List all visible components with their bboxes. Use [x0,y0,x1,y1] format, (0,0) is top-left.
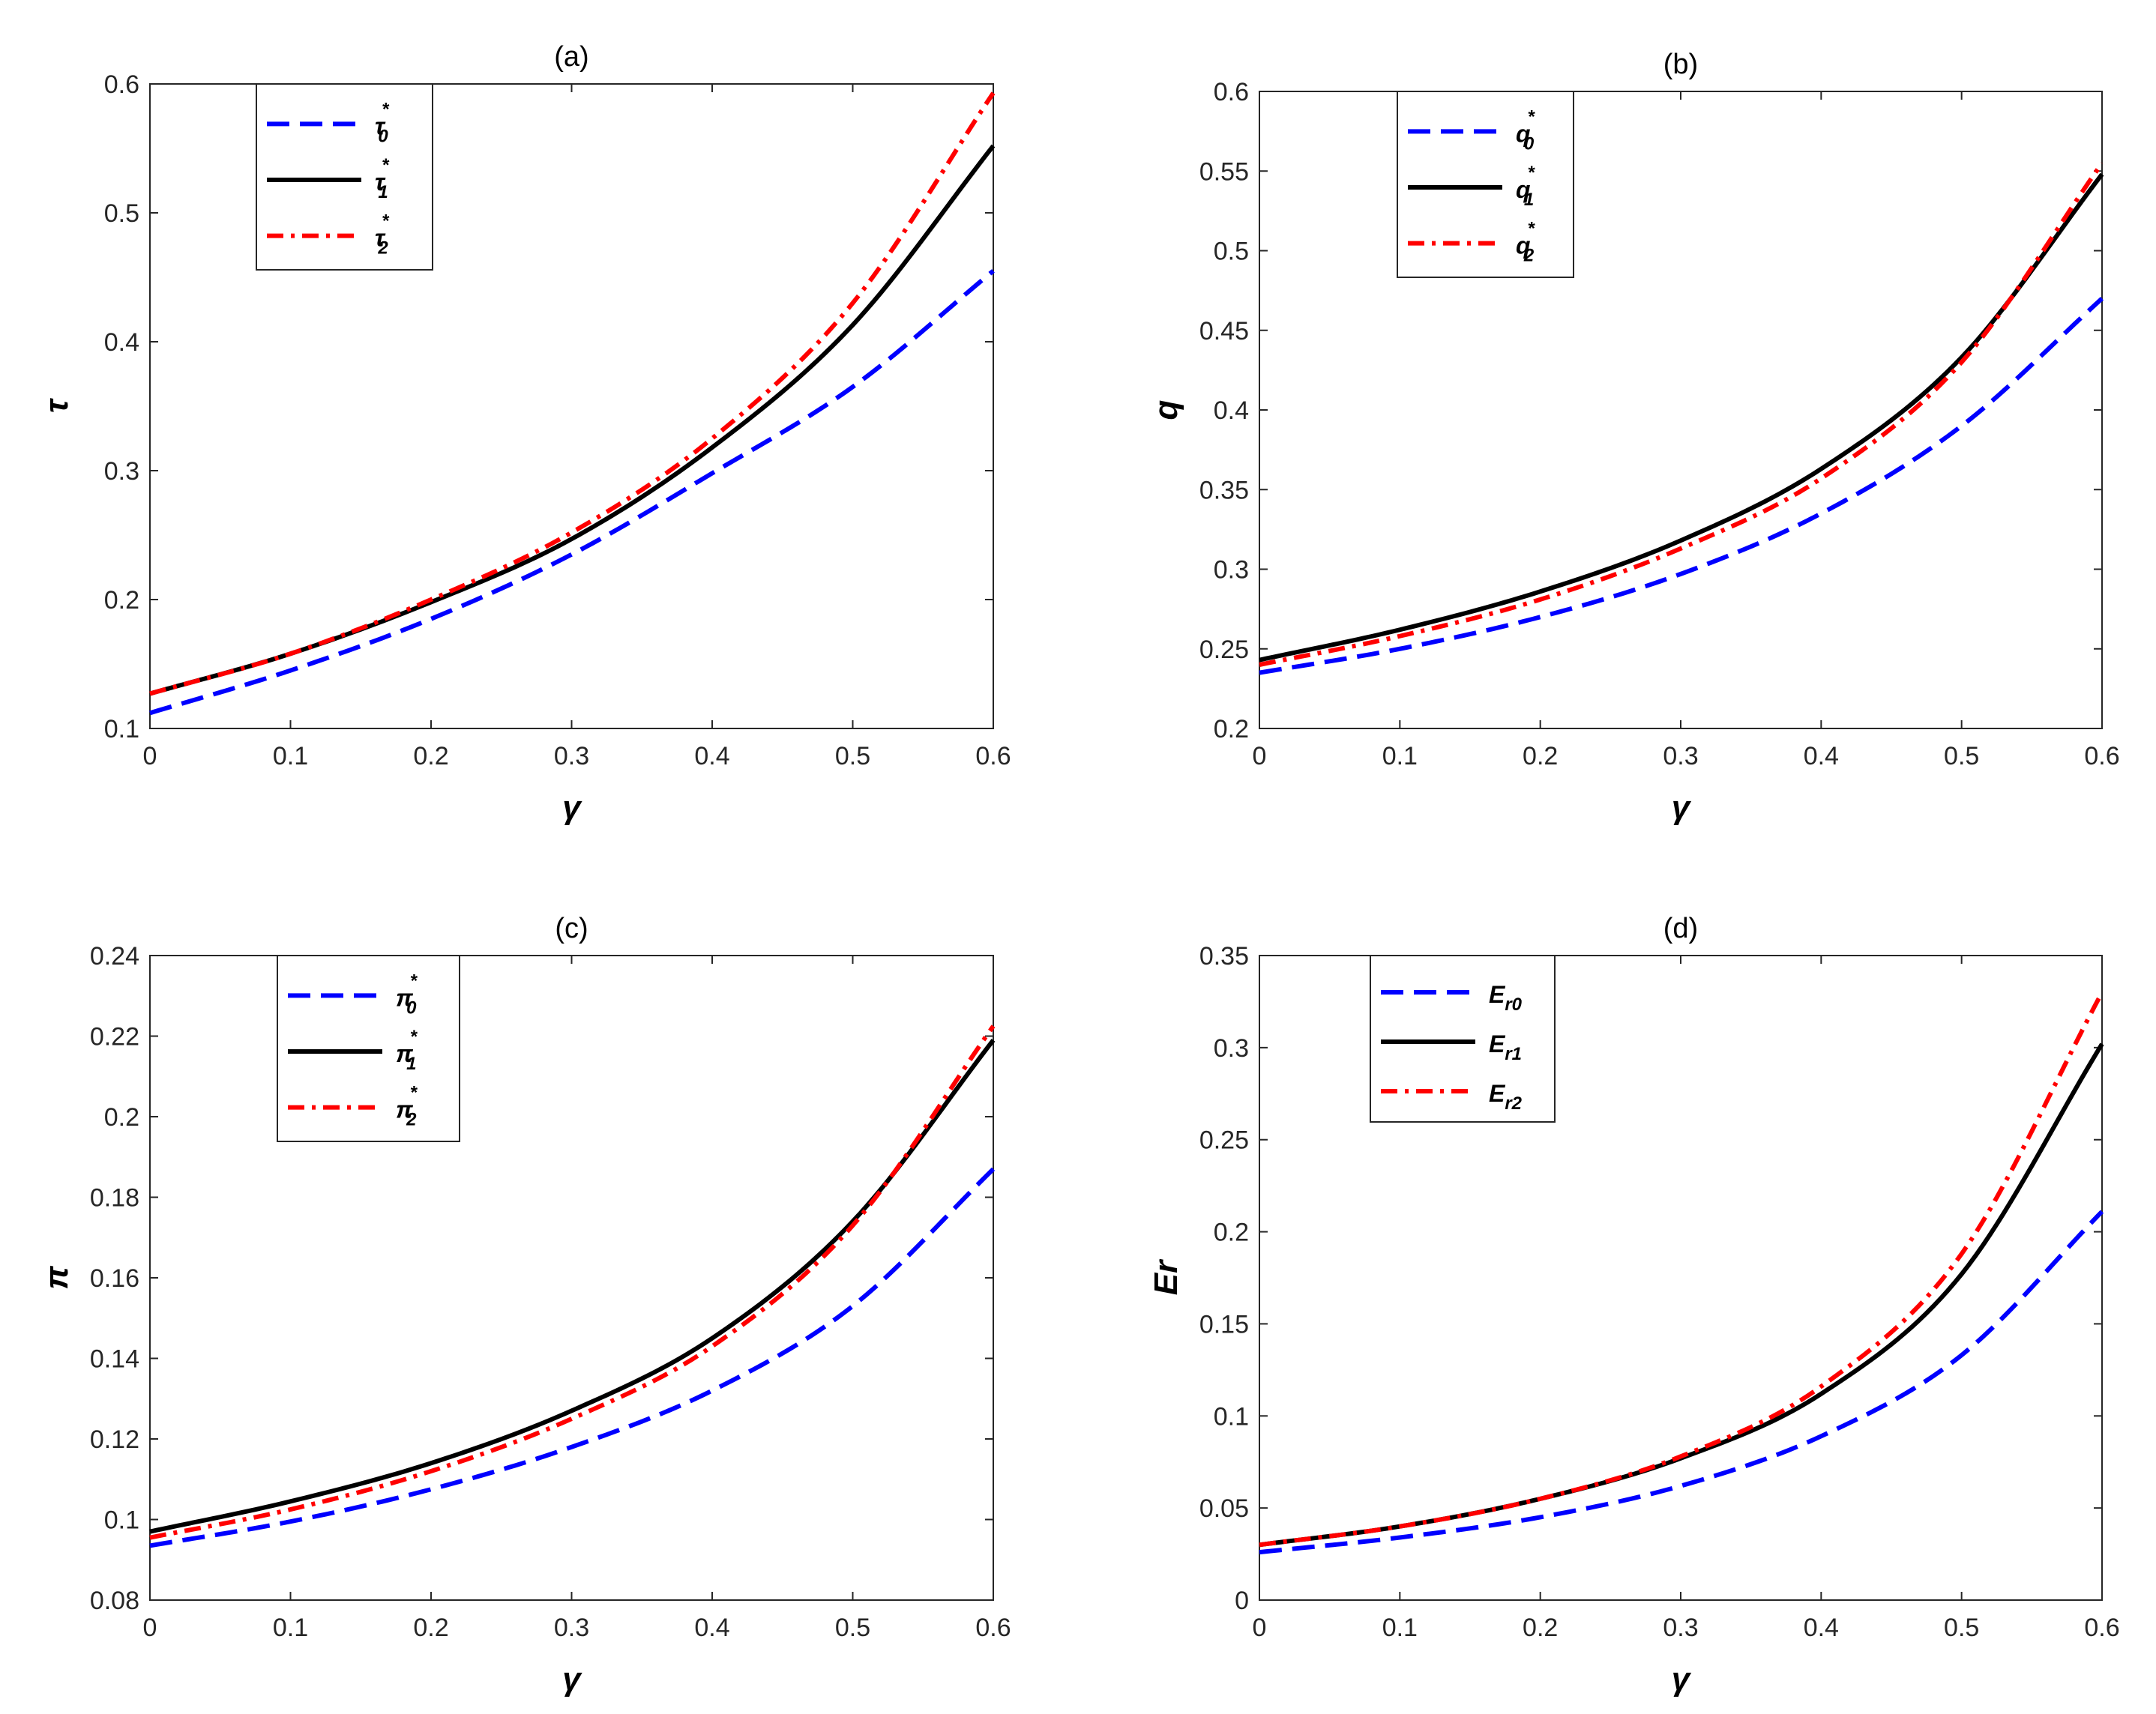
y-tick-label: 0.05 [1199,1494,1249,1523]
legend: τ* 0τ* 1τ* 2 [256,83,433,271]
x-tick-label: 0.1 [273,742,308,770]
panel-a: 0 0.1 0.2 0.3 0.4 0.5 0.60.10.20.30.40.50.6(a)… [38,41,1011,826]
x-tick-label: 0.1 [1382,1614,1418,1642]
legend-box [1397,91,1574,278]
panel-title: (b) [1663,49,1698,80]
y-tick-label: 0.6 [1214,78,1249,106]
y-tick-label: 0 [1235,1587,1249,1615]
x-tick-label: 0.4 [1804,742,1839,770]
panel-b: 0 0.1 0.2 0.3 0.4 0.5 0.6 0.2 0.25 0.3 0.35 0.4 0.45… [1148,49,2120,826]
y-tick-label: 0.16 [90,1264,139,1293]
y-tick-label: 0.5 [104,199,139,228]
x-tick-label: 0.6 [975,1614,1011,1642]
series-line-τ0* [149,269,995,716]
panel-title: (d) [1663,913,1698,944]
x-tick-label: 0.2 [1523,1614,1558,1642]
y-tick-label: 0.3 [104,457,139,486]
y-tick-label: 0.12 [90,1425,139,1454]
y-axis-label: τ [38,398,75,413]
legend: π* 0π* 1π* 2 [277,955,460,1142]
x-tick-label: 0 [143,742,157,770]
y-tick-label: 0.3 [1214,556,1249,585]
y-tick-label: 0.1 [104,715,139,743]
x-tick-label: 0.5 [1944,1614,1979,1642]
y-tick-label: 0.25 [1199,636,1249,664]
y-tick-label: 0.08 [90,1587,139,1615]
x-axis-label: γ [562,789,582,826]
y-tick-label: 0.35 [1199,476,1249,504]
x-tick-label: 0.6 [2084,1614,2119,1642]
y-tick-label: 0.35 [1199,942,1249,971]
y-tick-label: 0.15 [1199,1310,1249,1339]
y-tick-label: 0.45 [1199,317,1249,345]
series-line-q2* [1259,161,2104,667]
panel-title: (a) [554,41,588,73]
x-tick-label: 0.2 [413,1614,448,1642]
y-tick-label: 0.2 [104,586,139,615]
x-tick-label: 0 [1253,1614,1267,1642]
series-line-π1* [149,1039,996,1534]
x-tick-label: 0.4 [694,1614,729,1642]
x-tick-label: 0.3 [1663,1614,1698,1642]
x-tick-label: 0.5 [835,742,870,770]
y-tick-label: 0.4 [1214,396,1249,425]
y-tick-label: 0.14 [90,1345,139,1374]
x-tick-label: 0 [143,1614,157,1642]
y-tick-label: 0.2 [104,1103,139,1132]
y-tick-label: 0.18 [90,1184,139,1213]
series-line-π2* [149,1025,996,1540]
x-tick-label: 0.3 [554,742,589,770]
x-tick-label: 0.3 [554,1614,589,1642]
y-axis-label: π [38,1266,75,1290]
x-tick-label: 0.5 [835,1614,870,1642]
y-tick-label: 0.22 [90,1023,139,1051]
series-line-q0* [1259,297,2104,675]
x-tick-label: 0.1 [1382,742,1418,770]
x-axis-label: γ [1672,1661,1692,1698]
y-tick-label: 0.6 [104,70,139,99]
y-axis-label: q [1148,399,1184,420]
y-tick-label: 0.55 [1199,157,1249,186]
x-tick-label: 0 [1253,742,1267,770]
y-tick-label: 0.2 [1214,1219,1249,1247]
panel-d: 0 0.1 0.2 0.3 0.4 0.5 0.6 0 0.05 0.1 0.15 0.2 0.25 0.… [1148,913,2120,1698]
series-line-Er2 [1259,991,2104,1548]
x-tick-label: 0.6 [975,742,1011,770]
x-tick-label: 0.4 [1804,1614,1839,1642]
series-line-Er0 [1259,1210,2104,1555]
x-tick-label: 0.6 [2084,742,2119,770]
x-tick-label: 0.1 [273,1614,308,1642]
panel-title: (c) [555,913,588,944]
legend-box [1370,955,1556,1123]
y-tick-label: 0.24 [90,942,139,971]
x-tick-label: 0.2 [413,742,448,770]
x-tick-label: 0.4 [694,742,729,770]
y-axis-label: Er [1148,1258,1184,1295]
x-tick-label: 0.2 [1523,742,1558,770]
series-line-τ2* [149,91,996,696]
y-tick-label: 0.1 [1214,1402,1249,1431]
x-tick-label: 0.5 [1944,742,1979,770]
series-line-q1* [1259,172,2104,663]
legend-box [277,955,460,1142]
series-line-π0* [149,1167,996,1548]
y-tick-label: 0.5 [1214,238,1249,266]
y-tick-label: 0.1 [104,1506,139,1535]
x-tick-label: 0.3 [1663,742,1698,770]
x-axis-label: γ [1672,789,1692,826]
y-tick-label: 0.4 [104,328,139,357]
x-axis-label: γ [562,1661,582,1698]
y-tick-label: 0.25 [1199,1126,1249,1155]
y-tick-label: 0.2 [1214,715,1249,743]
legend-box [256,83,433,271]
panel-c: 0 0.1 0.2 0.3 0.4 0.5 0.6 0.08 0.1 0.12 0.14 0.16 0.… [38,913,1011,1698]
legend: q* 0q* 1q* 2 [1397,91,1574,278]
y-tick-label: 0.3 [1214,1034,1249,1063]
